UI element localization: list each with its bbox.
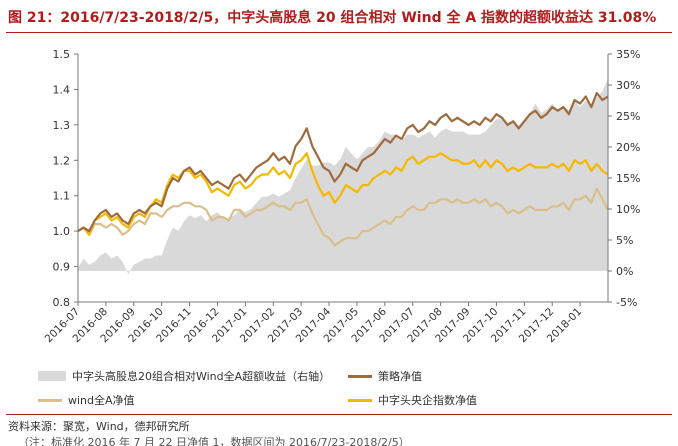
right-tick-label: 25% <box>616 110 640 123</box>
strategy-line <box>77 91 609 233</box>
legend-label-strategy: 策略净值 <box>378 370 422 383</box>
left-tick-label: 1.4 <box>53 83 71 96</box>
right-tick-label: 10% <box>616 203 640 216</box>
legend: 中字头高股息20组合相对Wind全A超额收益（右轴） 策略净值 wind全A净值… <box>30 366 630 412</box>
left-tick-label: 1.0 <box>53 225 71 238</box>
bottom-rule <box>6 414 672 415</box>
excess-area-layer <box>78 78 608 275</box>
legend-label-excess: 中字头高股息20组合相对Wind全A超额收益（右轴） <box>72 370 331 383</box>
legend-swatch-winda <box>38 398 62 402</box>
legend-strategy: 策略净值 <box>348 368 422 384</box>
left-tick-label: 1.2 <box>53 154 71 167</box>
legend-excess: 中字头高股息20组合相对Wind全A超额收益（右轴） <box>38 368 330 384</box>
legend-swatch-strategy <box>348 374 372 378</box>
lines-layer <box>77 91 609 247</box>
legend-label-soe: 中字头央企指数净值 <box>378 394 477 407</box>
chart-svg: 1.5 1.4 1.3 1.2 1.1 1.0 0.9 0.8 35% 30% 25% 20% 15% 1… <box>43 48 641 345</box>
right-tick-label: 30% <box>616 79 640 92</box>
left-tick-label: 1.1 <box>53 190 71 203</box>
left-tick-label: 1.5 <box>53 48 71 61</box>
legend-soe: 中字头央企指数净值 <box>348 392 477 408</box>
right-tick-label: 20% <box>616 141 640 154</box>
excess-area <box>78 78 608 275</box>
legend-label-winda: wind全A净值 <box>68 394 135 407</box>
legend-winda: wind全A净值 <box>38 392 135 408</box>
winda-line <box>77 187 609 247</box>
legend-swatch-excess <box>38 371 66 381</box>
legend-swatch-soe <box>348 398 372 402</box>
right-tick-label: 15% <box>616 172 640 185</box>
left-tick-label: 0.9 <box>53 261 71 274</box>
figure-title: 图 21：2016/7/23-2018/2/5，中字头高股息 20 组合相对 W… <box>8 10 657 26</box>
title-rule <box>6 32 672 33</box>
right-tick-label: 5% <box>616 234 633 247</box>
data-note: （注：标准化 2016 年 7 月 22 日净值 1，数据区间为 2016/7/… <box>18 436 410 446</box>
left-tick-label: 1.3 <box>53 119 71 132</box>
left-tick-label: 0.8 <box>53 296 71 309</box>
right-tick-label: -5% <box>616 296 637 309</box>
right-tick-label: 35% <box>616 48 640 61</box>
source-note: 资料来源：聚宽，Wind，德邦研究所 <box>8 420 190 433</box>
right-tick-label: 0% <box>616 265 633 278</box>
